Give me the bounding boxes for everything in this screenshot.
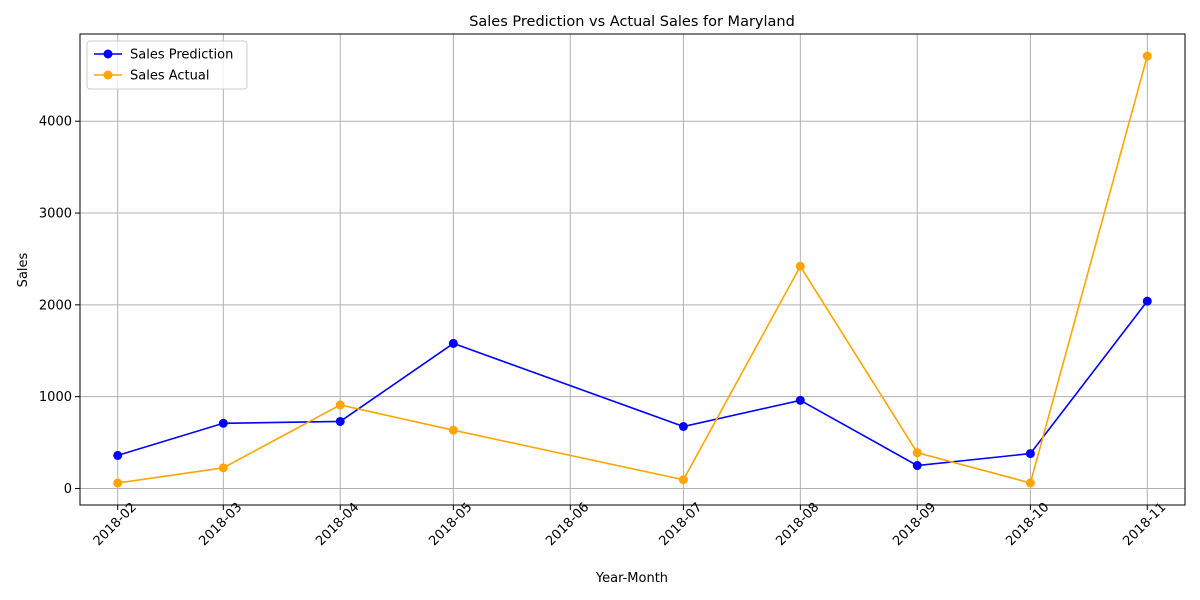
data-point	[448, 338, 458, 348]
legend-swatch-marker	[103, 70, 113, 80]
data-point	[1142, 296, 1152, 306]
data-point	[795, 261, 805, 271]
data-point	[335, 400, 345, 410]
y-tick-label: 1000	[39, 390, 72, 405]
data-point	[218, 418, 228, 428]
data-point	[218, 463, 228, 473]
data-point	[912, 448, 922, 458]
grid	[80, 34, 1185, 505]
data-point	[678, 422, 688, 431]
data-point	[1142, 51, 1152, 61]
legend-swatch-marker	[103, 49, 113, 59]
legend: Sales Prediction Sales Actual	[86, 40, 248, 90]
y-tick-label: 3000	[39, 207, 72, 222]
data-point	[795, 395, 805, 405]
plot-frame	[79, 33, 1186, 506]
data-point	[1025, 478, 1035, 488]
series-layer	[113, 51, 1152, 488]
chart-title: Sales Prediction vs Actual Sales for Mar…	[469, 14, 795, 30]
data-point	[912, 461, 922, 471]
data-point	[1025, 449, 1035, 459]
data-point	[448, 425, 458, 435]
y-tick-label: 4000	[39, 115, 72, 130]
x-axis-label: Year-Month	[595, 571, 668, 586]
data-point	[113, 450, 123, 460]
y-axis-label: Sales	[16, 252, 31, 287]
y-axis: 0 1000 2000 3000 4000	[39, 115, 80, 497]
legend-label: Sales Actual	[130, 69, 209, 84]
y-tick-label: 0	[64, 482, 72, 497]
legend-label: Sales Prediction	[130, 48, 233, 63]
data-point	[678, 475, 688, 485]
data-point	[335, 416, 345, 426]
y-tick-label: 2000	[39, 298, 72, 313]
data-point	[113, 478, 123, 488]
legend-box	[86, 40, 248, 90]
